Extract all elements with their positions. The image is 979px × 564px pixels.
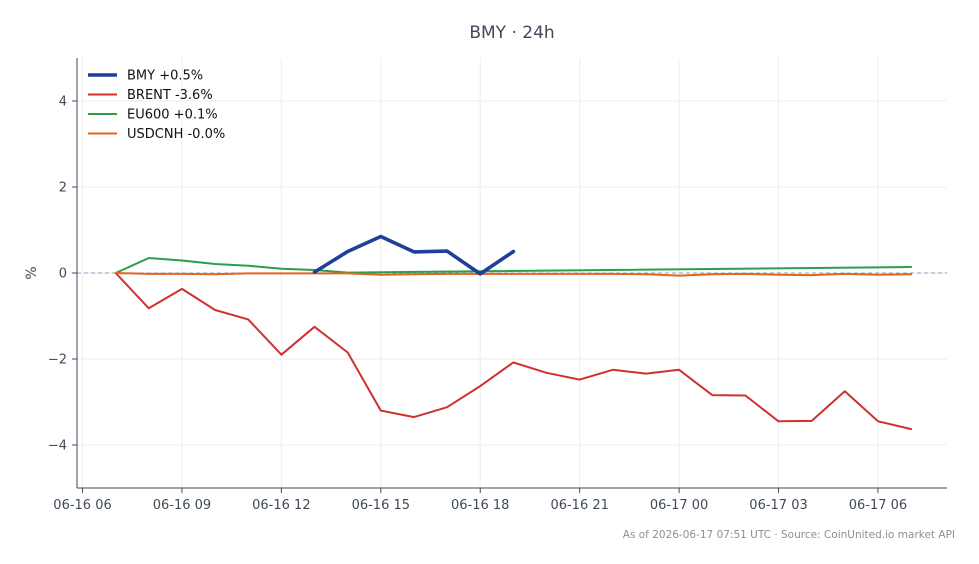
y-tick-label: 2	[59, 181, 67, 196]
x-tick-label: 06-17 00	[650, 498, 708, 513]
y-tick-label: −4	[48, 439, 67, 454]
x-tick-label: 06-16 21	[550, 498, 608, 513]
x-tick-label: 06-17 03	[749, 498, 807, 513]
series-line-usdcnh	[114, 272, 913, 277]
axes: 4 2 0 −2 −4 06-16 06 06-16 09 06-16 12 06-16 15 0…	[48, 58, 947, 513]
x-tick-label: 06-17 06	[849, 498, 907, 513]
legend-label: USDCNH -0.0%	[127, 127, 225, 142]
legend-label: EU600 +0.1%	[127, 108, 218, 123]
series-line-eu600	[114, 257, 913, 274]
y-tick-label: −2	[48, 353, 67, 368]
legend-label: BRENT -3.6%	[127, 88, 213, 103]
x-tick-label: 06-16 15	[352, 498, 410, 513]
x-tick-label: 06-16 12	[252, 498, 310, 513]
series-line-bmy	[312, 234, 516, 276]
source-footer: As of 2026-06-17 07:51 UTC · Source: Coi…	[623, 529, 955, 541]
y-axis-label: %	[24, 266, 40, 279]
legend-label: BMY +0.5%	[127, 69, 203, 84]
x-tick-label: 06-16 18	[451, 498, 509, 513]
chart-title: BMY · 24h	[469, 23, 554, 43]
series-layer	[114, 234, 913, 431]
x-tick-label: 06-16 09	[153, 498, 211, 513]
x-tick-label: 06-16 06	[53, 498, 111, 513]
legend: BMY +0.5% BRENT -3.6% EU600 +0.1% USDCNH -0…	[88, 69, 225, 142]
y-tick-label: 4	[59, 95, 67, 110]
series-line-brent	[114, 272, 913, 431]
y-tick-label: 0	[59, 267, 67, 282]
